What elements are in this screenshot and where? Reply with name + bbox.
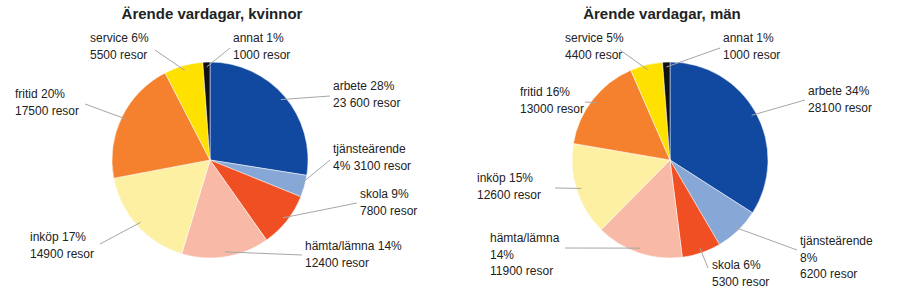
leader-line xyxy=(300,160,330,185)
value-label: 5300 resor xyxy=(712,275,769,288)
percent-label: 17% xyxy=(59,230,87,244)
percent-label: 5% xyxy=(603,31,624,45)
leader-line xyxy=(225,252,302,255)
category-label: hämta/lämna xyxy=(305,239,375,253)
leader-line xyxy=(85,104,126,119)
leader-line xyxy=(283,203,357,218)
value-label: 17500 resor xyxy=(15,104,79,118)
category-label: fritid xyxy=(520,85,543,99)
percent-label: 8% xyxy=(800,251,818,265)
percent-label: 14% xyxy=(374,239,402,253)
slice-label: fritid 16% 13000 resor xyxy=(520,85,584,116)
category-label: skola xyxy=(712,258,740,272)
leader-line xyxy=(555,188,581,189)
leader-line xyxy=(620,50,648,70)
value-label: 23 600 resor xyxy=(333,96,400,110)
value-label: 12600 resor xyxy=(477,188,541,202)
slice-label: arbete 28% 23 600 resor xyxy=(333,79,400,110)
leader-lines xyxy=(85,48,357,255)
pie-slice xyxy=(165,62,210,160)
data-labels: arbete 28% 23 600 resor tjänsteärende 4% 31… xyxy=(15,31,417,270)
category-label: hämta/lämna xyxy=(490,231,560,245)
slice-label: tjänsteärende 4% 3100 resor xyxy=(333,142,411,173)
percent-label: 6% xyxy=(740,258,761,272)
leader-line xyxy=(207,48,230,67)
percent-label: 16% xyxy=(543,85,571,99)
slice-label: fritid 20% 17500 resor xyxy=(15,87,79,118)
category-label: inköp xyxy=(477,171,506,185)
value-label: 5500 resor xyxy=(90,48,147,62)
category-label: annat xyxy=(233,31,264,45)
data-labels: arbete 34% 28100 resor tjänsteärende 8% 6200… xyxy=(477,31,873,288)
slice-label: hämta/lämna 14% 12400 resor xyxy=(305,239,402,270)
value-label: 6200 resor xyxy=(800,267,857,281)
percent-label: 28% xyxy=(367,79,395,93)
slice-label: hämta/lämna 14% 11900 resor xyxy=(490,231,560,278)
percent-label: 4% xyxy=(333,159,351,173)
value-label: 12400 resor xyxy=(305,256,369,270)
chart-canvas: Ärende vardagar, kvinnor arbete 28% 23 600… xyxy=(0,0,899,288)
slice-label: inköp 17% 14900 resor xyxy=(30,230,94,261)
slices xyxy=(112,62,308,258)
value-label: 1000 resor xyxy=(233,48,290,62)
value-label: 14900 resor xyxy=(30,247,94,261)
slice-label: skola 6% 5300 resor xyxy=(712,258,769,288)
category-label: arbete xyxy=(808,84,842,98)
category-label: tjänsteärende xyxy=(333,142,406,156)
category-label: tjänsteärende xyxy=(800,234,873,248)
pie-chart: Ärende vardagar, män arbete 34% 28100 reso… xyxy=(477,5,873,288)
leader-line xyxy=(752,100,805,115)
percent-label: 14% xyxy=(490,248,514,262)
slice-label: arbete 34% 28100 resor xyxy=(808,84,872,115)
slice-label: tjänsteärende 8% 6200 resor xyxy=(800,234,873,281)
value-label: 4400 resor xyxy=(565,48,622,62)
slice-label: annat 1% 1000 resor xyxy=(233,31,290,62)
percent-label: 34% xyxy=(842,84,870,98)
percent-label: 1% xyxy=(753,31,774,45)
pie-slice xyxy=(203,62,210,160)
leader-line xyxy=(565,248,640,249)
pie-slice xyxy=(631,62,670,160)
leader-line xyxy=(666,48,720,67)
category-label: annat xyxy=(723,31,754,45)
value-label: 28100 resor xyxy=(808,101,872,115)
category-label: service xyxy=(90,31,128,45)
chart-title: Ärende vardagar, män xyxy=(583,5,741,22)
percent-label: 6% xyxy=(128,31,149,45)
pie-slice xyxy=(663,62,670,160)
leader-line xyxy=(100,222,141,244)
slice-label: inköp 15% 12600 resor xyxy=(477,171,541,202)
category-label: inköp xyxy=(30,230,59,244)
leader-line xyxy=(700,248,708,268)
value-label: 1000 resor xyxy=(723,48,780,62)
slice-label: skola 9% 7800 resor xyxy=(360,187,417,218)
percent-label: 9% xyxy=(388,187,409,201)
value-label: 3100 resor xyxy=(350,159,411,173)
percent-label: 20% xyxy=(38,87,66,101)
slice-label: service 5% 4400 resor xyxy=(565,31,624,62)
category-label: service xyxy=(565,31,603,45)
percent-label: 1% xyxy=(263,31,284,45)
value-label: 7800 resor xyxy=(360,204,417,218)
value-label: 11900 resor xyxy=(490,264,553,278)
slice-label: service 6% 5500 resor xyxy=(90,31,149,62)
category-label: skola xyxy=(360,187,388,201)
value-label: 13000 resor xyxy=(520,102,584,116)
leader-lines xyxy=(555,48,805,268)
chart-title: Ärende vardagar, kvinnor xyxy=(122,5,303,22)
leader-line xyxy=(735,227,798,250)
pie-chart: Ärende vardagar, kvinnor arbete 28% 23 600… xyxy=(15,5,417,270)
leader-line xyxy=(155,50,185,70)
leader-line xyxy=(281,96,330,100)
category-label: arbete xyxy=(333,79,367,93)
leader-line xyxy=(585,102,597,104)
percent-label: 15% xyxy=(506,171,534,185)
category-label: fritid xyxy=(15,87,38,101)
slice-label: annat 1% 1000 resor xyxy=(723,31,780,62)
pie-slice xyxy=(210,62,308,175)
